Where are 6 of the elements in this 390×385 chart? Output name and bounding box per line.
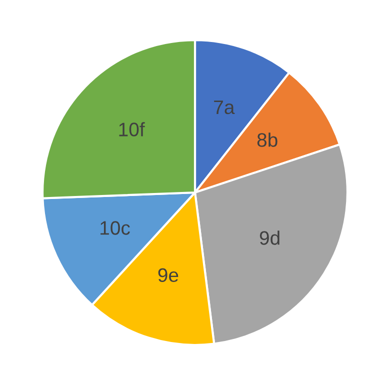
- slice-label: 9e: [158, 268, 178, 282]
- slice-label: 8b: [257, 132, 278, 147]
- slice-label: 7a: [214, 100, 235, 114]
- slice-label: 10c: [100, 221, 130, 235]
- slice-label: 10f: [119, 122, 145, 136]
- slice-label: 9d: [260, 230, 280, 245]
